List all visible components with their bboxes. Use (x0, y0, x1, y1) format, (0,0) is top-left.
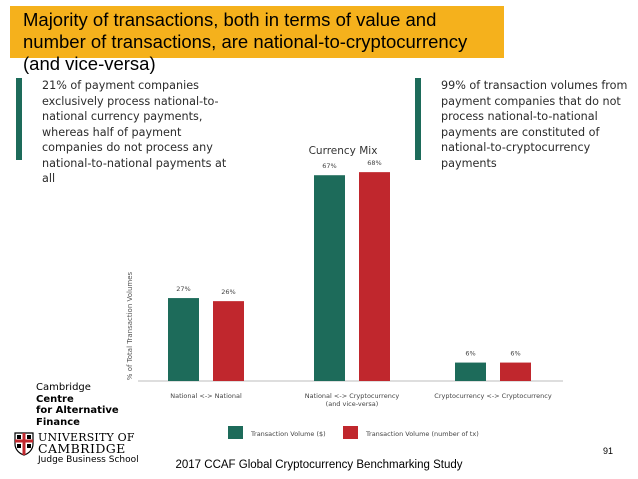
ccaf-logo-line2: Centre (36, 393, 74, 405)
x-tick-label-2: Cryptocurrency <-> Cryptocurrency (434, 392, 552, 400)
callout-left: 21% of payment companies exclusively pro… (16, 78, 242, 185)
callout-accent-bar (16, 78, 22, 160)
university-logo: UNIVERSITY OF CAMBRIDGE Judge Business S… (14, 432, 139, 465)
university-logo-line1: UNIVERSITY OF (38, 431, 135, 444)
bar-value-1 (314, 175, 345, 381)
footer-text: 2017 CCAF Global Cryptocurrency Benchmar… (175, 459, 463, 471)
data-label-1-1: 68% (367, 159, 381, 167)
ccaf-logo: Cambridge Centre for Alternative Finance (36, 382, 119, 428)
ccaf-logo-line3: for Alternative (36, 405, 119, 416)
ccaf-logo-line1: Cambridge (36, 382, 91, 393)
data-label-0-1: 67% (322, 162, 336, 170)
university-logo-line3: Judge Business School (38, 455, 139, 465)
y-axis-label: % of Total Transaction Volumes (126, 271, 134, 380)
legend-label-value: Transaction Volume ($) (250, 430, 326, 438)
bar-count-2 (500, 362, 531, 381)
callout-right: 99% of transaction volumes from payment … (415, 78, 637, 170)
data-label-0-2: 6% (465, 350, 475, 358)
slide-title: Majority of transactions, both in terms … (10, 6, 504, 74)
bar-value-0 (168, 298, 199, 381)
university-logo-line2: CAMBRIDGE (38, 441, 126, 456)
bar-count-0 (213, 301, 244, 381)
callout-left-text: 21% of payment companies exclusively pro… (42, 79, 227, 185)
bar-value-2 (455, 362, 486, 381)
chart-title: Currency Mix (309, 145, 378, 157)
legend-swatch-value (228, 426, 243, 439)
data-label-1-2: 6% (510, 350, 520, 358)
data-label-1-0: 26% (221, 288, 235, 296)
legend-swatch-count (343, 426, 358, 439)
x-tick-label-0: National <-> National (170, 392, 242, 400)
ccaf-logo-line4: Finance (36, 416, 80, 428)
bar-count-1 (359, 172, 390, 381)
legend-label-count: Transaction Volume (number of tx) (365, 430, 479, 438)
callout-right-text: 99% of transaction volumes from payment … (441, 79, 628, 170)
x-tick-label-1: National <-> Cryptocurrency (and vice-ver… (305, 392, 400, 408)
currency-mix-chart: Currency Mix % of Total Transaction Volum… (126, 145, 563, 439)
data-label-0-0: 27% (176, 285, 190, 293)
university-shield-icon (14, 432, 34, 456)
page-number: 91 (603, 446, 614, 456)
callout-accent-bar (415, 78, 421, 160)
